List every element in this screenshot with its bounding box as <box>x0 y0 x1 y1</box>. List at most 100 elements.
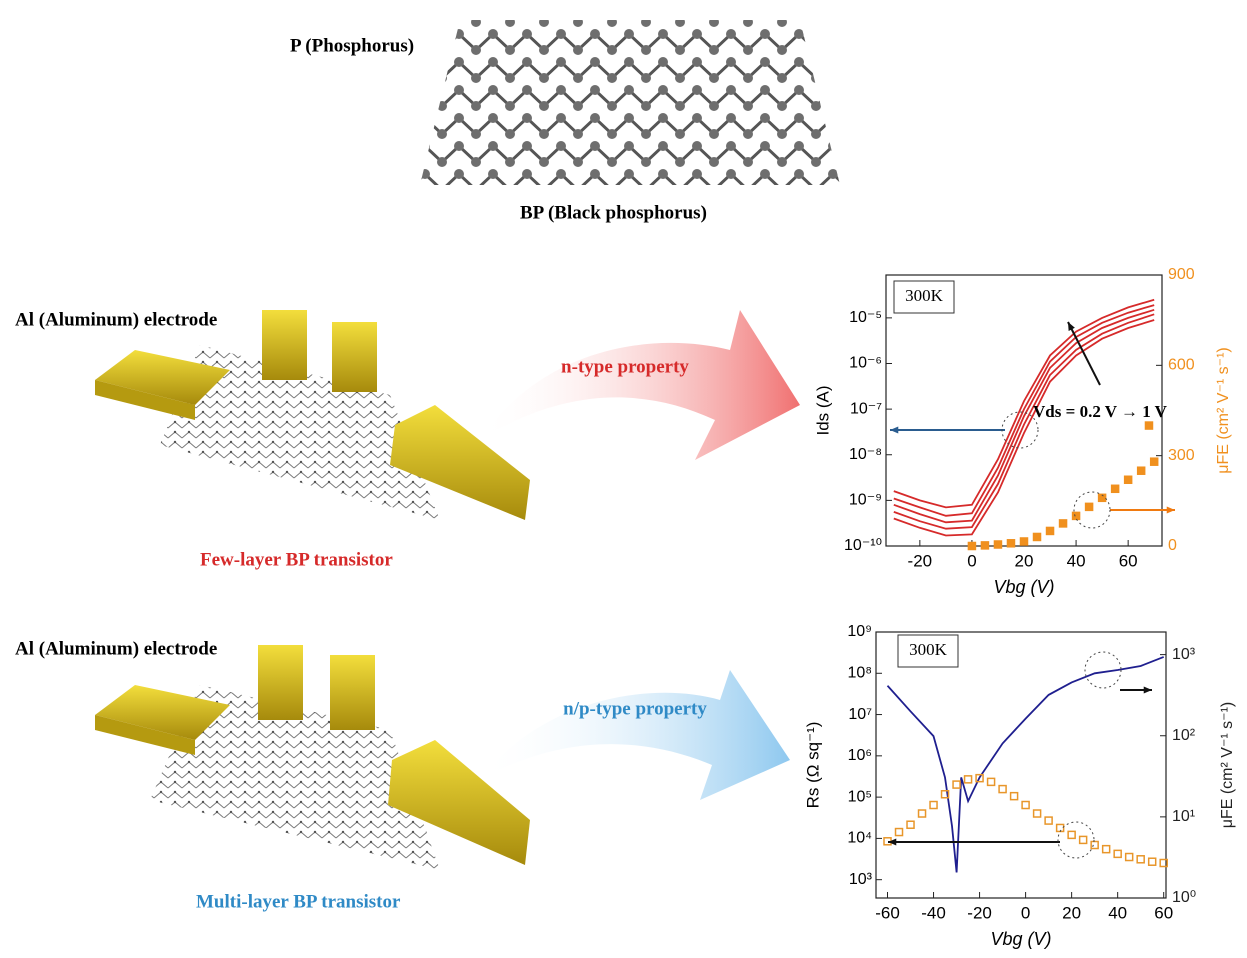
data-point <box>953 781 960 788</box>
data-point <box>1137 856 1144 863</box>
x-axis-label: Vbg (V) <box>990 929 1051 949</box>
electrode-label: Al (Aluminum) electrode <box>15 638 217 659</box>
data-point <box>1011 793 1018 800</box>
data-point <box>994 541 1001 548</box>
y2-tick-label: 600 <box>1168 357 1195 374</box>
y-tick-label: 10⁻⁵ <box>849 309 882 326</box>
x-tick-label: 0 <box>1021 903 1030 922</box>
y-tick-label: 10⁸ <box>847 664 872 681</box>
y-axis-label: Rs (Ω sq⁻¹) <box>803 722 822 809</box>
data-point <box>1149 858 1156 865</box>
bp-lattice <box>420 20 840 185</box>
data-point <box>1034 533 1041 540</box>
data-point <box>1151 458 1158 465</box>
y2-tick-label: 10¹ <box>1172 808 1195 825</box>
x-tick-label: -40 <box>921 903 946 922</box>
y-tick-label: 10⁹ <box>847 623 872 640</box>
device-multi-layer: Al (Aluminum) electrode Multi-layer BP t… <box>15 638 790 912</box>
data-point <box>1080 836 1087 843</box>
figure: P (Phosphorus) BP (Black phosphorus) Al … <box>0 0 1247 958</box>
x-tick-label: -60 <box>875 903 900 922</box>
y2-tick-label: 10⁰ <box>1172 889 1196 906</box>
pointer-head <box>1167 506 1175 513</box>
arrow <box>480 670 790 800</box>
annotation: 300K <box>905 286 944 305</box>
data-point <box>1112 485 1119 492</box>
electrode <box>330 655 375 730</box>
y-tick-label: 10⁻⁸ <box>849 446 882 463</box>
x-tick-label: 0 <box>967 551 976 570</box>
data-point <box>1126 854 1133 861</box>
y-axis-label: Ids (A) <box>813 385 832 435</box>
data-point <box>1145 422 1152 429</box>
data-point <box>930 802 937 809</box>
y2-tick-label: 10² <box>1172 727 1196 744</box>
x-axis-label: Vbg (V) <box>993 577 1054 597</box>
electrode-label: Al (Aluminum) electrode <box>15 309 217 330</box>
data-point <box>1034 810 1041 817</box>
y-tick-label: 10³ <box>849 871 873 888</box>
y2-tick-label: 10³ <box>1172 646 1196 663</box>
electrode <box>258 645 303 720</box>
annotation: 300K <box>909 640 948 659</box>
data-point <box>1021 538 1028 545</box>
x-tick-label: -20 <box>967 903 992 922</box>
data-point <box>999 786 1006 793</box>
y2-tick-label: 0 <box>1168 537 1177 554</box>
y-tick-label: 10⁴ <box>847 830 872 847</box>
device-few-layer: Al (Aluminum) electrode Few-layer BP tra… <box>15 309 800 570</box>
x-tick-label: 60 <box>1154 903 1173 922</box>
y2-axis-label: μFE (cm² V⁻¹ s⁻¹) <box>1215 347 1232 474</box>
device-name: Multi-layer BP transistor <box>196 891 401 912</box>
x-tick-label: 20 <box>1062 903 1081 922</box>
data-point <box>1073 512 1080 519</box>
y2-axis-label: μFE (cm² V⁻¹ s⁻¹) <box>1219 702 1236 829</box>
y2-tick-label: 900 <box>1168 266 1195 283</box>
y-tick-label: 10⁷ <box>848 706 872 723</box>
data-point <box>1007 540 1014 547</box>
data-point <box>1125 476 1132 483</box>
pointer-head <box>890 426 898 433</box>
y-tick-label: 10⁻¹⁰ <box>844 537 882 554</box>
data-point <box>907 821 914 828</box>
data-line <box>894 314 1154 528</box>
data-point <box>1057 824 1064 831</box>
pointer-head <box>1144 686 1152 693</box>
data-point <box>968 543 975 550</box>
y-tick-label: 10⁻⁹ <box>849 492 882 509</box>
crystal-label: BP (Black phosphorus) <box>520 202 707 223</box>
data-point <box>1114 850 1121 857</box>
plot-frame <box>876 632 1166 898</box>
property-label: n-type property <box>561 356 689 377</box>
x-tick-label: 60 <box>1119 551 1138 570</box>
x-tick-label: 20 <box>1015 551 1034 570</box>
y-tick-label: 10⁻⁶ <box>849 355 882 372</box>
data-point <box>919 810 926 817</box>
electrode <box>262 310 307 380</box>
x-tick-label: 40 <box>1067 551 1086 570</box>
y-tick-label: 10⁵ <box>848 788 872 805</box>
data-point <box>1060 520 1067 527</box>
y2-tick-label: 300 <box>1168 447 1195 464</box>
atom-label: P (Phosphorus) <box>290 35 414 56</box>
x-tick-label: 40 <box>1108 903 1127 922</box>
y-tick-label: 10⁻⁷ <box>850 400 882 417</box>
data-point <box>1103 846 1110 853</box>
electrode <box>332 322 377 392</box>
data-point <box>981 542 988 549</box>
page: { "structure": {"atom_label": "P (Phosph… <box>0 0 1247 958</box>
highlight-circle <box>1058 822 1094 858</box>
data-point <box>965 776 972 783</box>
annotation: Vds = 0.2 V → 1 V <box>1033 402 1168 421</box>
data-point <box>1045 817 1052 824</box>
data-point <box>1138 467 1145 474</box>
data-point <box>1047 527 1054 534</box>
data-point <box>1091 842 1098 849</box>
data-point <box>896 829 903 836</box>
data-point <box>1068 831 1075 838</box>
data-point <box>1022 802 1029 809</box>
data-point <box>988 778 995 785</box>
y-tick-label: 10⁶ <box>848 747 872 764</box>
property-label: n/p-type property <box>563 698 707 719</box>
device-name: Few-layer BP transistor <box>200 549 393 570</box>
